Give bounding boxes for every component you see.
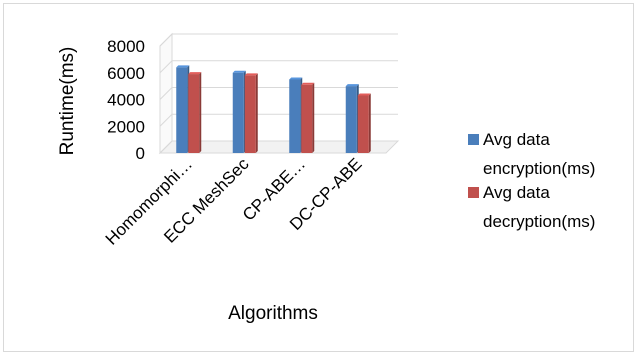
gridline bbox=[159, 113, 398, 127]
bar-top bbox=[176, 65, 190, 68]
bar-side bbox=[368, 93, 371, 153]
gridline bbox=[159, 140, 398, 154]
y-axis-title: Runtime(ms) bbox=[57, 47, 78, 156]
bar-top bbox=[301, 82, 315, 85]
bar-top bbox=[345, 84, 359, 87]
bar-front bbox=[188, 74, 200, 153]
gridline bbox=[159, 87, 398, 100]
bar-top bbox=[244, 73, 258, 76]
bar-front bbox=[232, 72, 244, 153]
y-tick-label: 2000 bbox=[107, 117, 145, 136]
bar-front bbox=[289, 79, 301, 153]
bar-top bbox=[357, 93, 371, 96]
legend-item: Avg data decryption(ms) bbox=[468, 183, 595, 231]
legend-label: decryption(ms) bbox=[483, 212, 595, 231]
legend-swatch bbox=[468, 134, 479, 145]
bar-top bbox=[232, 70, 246, 73]
gridlines bbox=[159, 33, 398, 154]
legend-swatch bbox=[468, 187, 479, 198]
legend: Avg data encryption(ms) Avg data decryption… bbox=[468, 130, 595, 231]
bar-front bbox=[244, 75, 256, 153]
bar bbox=[232, 70, 246, 153]
bar-top bbox=[289, 77, 303, 80]
bar-front bbox=[301, 84, 313, 153]
bar-front bbox=[345, 86, 357, 153]
y-axis-tick-labels: 0 2000 4000 6000 8000 bbox=[107, 37, 145, 163]
y-tick-label: 6000 bbox=[107, 64, 145, 83]
legend-item: Avg data encryption(ms) bbox=[468, 130, 595, 178]
bar bbox=[301, 82, 315, 153]
bar bbox=[244, 73, 258, 153]
legend-label: Avg data bbox=[483, 130, 550, 149]
bar bbox=[289, 77, 303, 153]
bar-top bbox=[188, 72, 202, 75]
gridline bbox=[159, 33, 398, 47]
legend-label: Avg data bbox=[483, 183, 550, 202]
bar bbox=[345, 84, 359, 153]
gridline bbox=[159, 60, 398, 74]
legend-label: encryption(ms) bbox=[483, 159, 595, 178]
y-tick-label: 8000 bbox=[107, 37, 145, 56]
y-tick-label: 4000 bbox=[107, 91, 145, 110]
bars bbox=[176, 65, 371, 153]
bar-side bbox=[312, 82, 315, 153]
bar-front bbox=[357, 95, 369, 153]
bar bbox=[357, 93, 371, 153]
bar bbox=[176, 65, 190, 153]
x-axis-title: Algorithms bbox=[228, 303, 318, 324]
bar-side bbox=[199, 72, 202, 153]
bar-side bbox=[255, 73, 258, 153]
bar bbox=[188, 72, 202, 153]
bar-front bbox=[176, 67, 188, 153]
y-tick-label: 0 bbox=[136, 144, 145, 163]
